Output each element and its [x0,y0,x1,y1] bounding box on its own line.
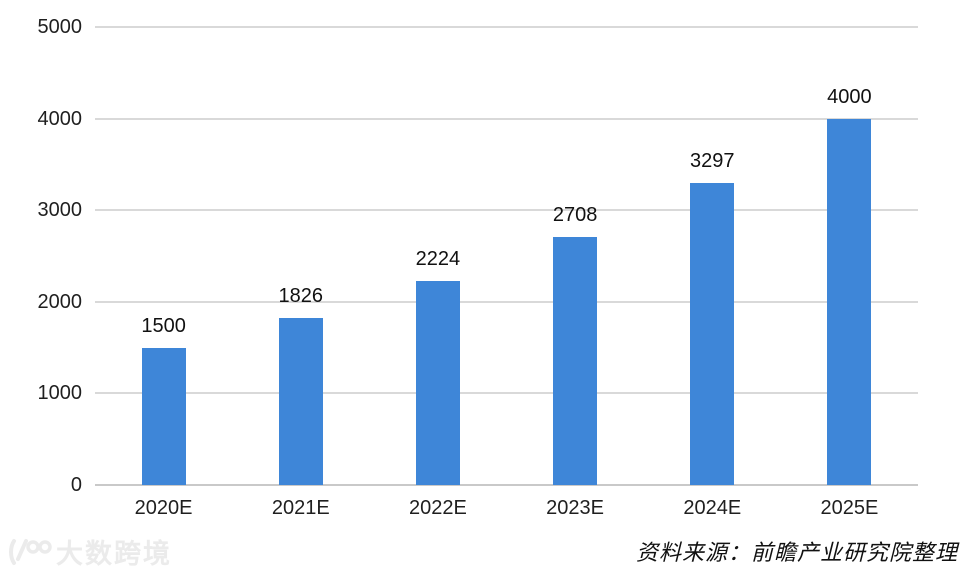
y-axis-tick-label: 5000 [37,16,83,38]
gridline [95,26,918,28]
x-axis-tick-label: 2023E [546,497,604,519]
bar-value-label: 4000 [827,85,872,108]
x-axis-tick-label: 2025E [820,497,879,519]
bar-2021E [278,317,323,485]
x-axis-tick-label: 2021E [271,497,330,519]
bar-value-label: 2708 [552,203,598,226]
bar-value-label: 1500 [141,314,186,337]
y-axis-tick-label: 2000 [37,290,83,313]
gridline [95,392,918,395]
bar-value-label: 3297 [690,149,735,172]
watermark-logo-icon [6,537,52,567]
y-axis-tick-label: 1000 [37,382,83,405]
bar-2024E [690,182,735,485]
x-axis-tick-label: 2024E [683,497,742,519]
gridline [95,209,918,212]
x-axis-tick-label: 2020E [134,497,193,519]
y-axis-tick-label: 3000 [37,199,83,222]
bar-2023E [553,236,598,485]
gridline [95,117,918,120]
x-axis-tick-label: 2022E [408,497,467,519]
gridline [95,300,918,303]
bar-value-label: 1826 [278,284,324,307]
source-note: 资料来源：前瞻产业研究院整理 [635,540,958,565]
bar-2020E [141,347,186,485]
watermark: 大数跨境 [6,532,172,571]
y-axis-tick-label: 4000 [37,107,83,130]
watermark-text: 大数跨境 [56,539,172,569]
bar-value-label: 2224 [415,248,461,271]
y-axis-tick-label: 0 [70,474,82,496]
bar-2022E [415,281,460,485]
bar-2025E [827,118,872,485]
x-axis-line [95,484,918,486]
